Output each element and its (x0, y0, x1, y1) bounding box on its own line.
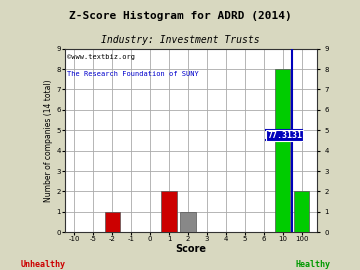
Text: Healthy: Healthy (296, 260, 331, 269)
Bar (161, 191, 177, 232)
Bar (105, 212, 120, 232)
Text: 77.3131: 77.3131 (267, 131, 302, 140)
Text: Z-Score Histogram for ADRD (2014): Z-Score Histogram for ADRD (2014) (69, 11, 291, 21)
Text: The Research Foundation of SUNY: The Research Foundation of SUNY (67, 71, 199, 77)
Text: ©www.textbiz.org: ©www.textbiz.org (67, 54, 135, 60)
Bar (275, 69, 290, 232)
Bar (294, 191, 309, 232)
Bar (180, 212, 195, 232)
Text: Unhealthy: Unhealthy (21, 260, 66, 269)
Text: Industry: Investment Trusts: Industry: Investment Trusts (101, 35, 259, 45)
Y-axis label: Number of companies (14 total): Number of companies (14 total) (44, 79, 53, 202)
X-axis label: Score: Score (175, 244, 206, 254)
